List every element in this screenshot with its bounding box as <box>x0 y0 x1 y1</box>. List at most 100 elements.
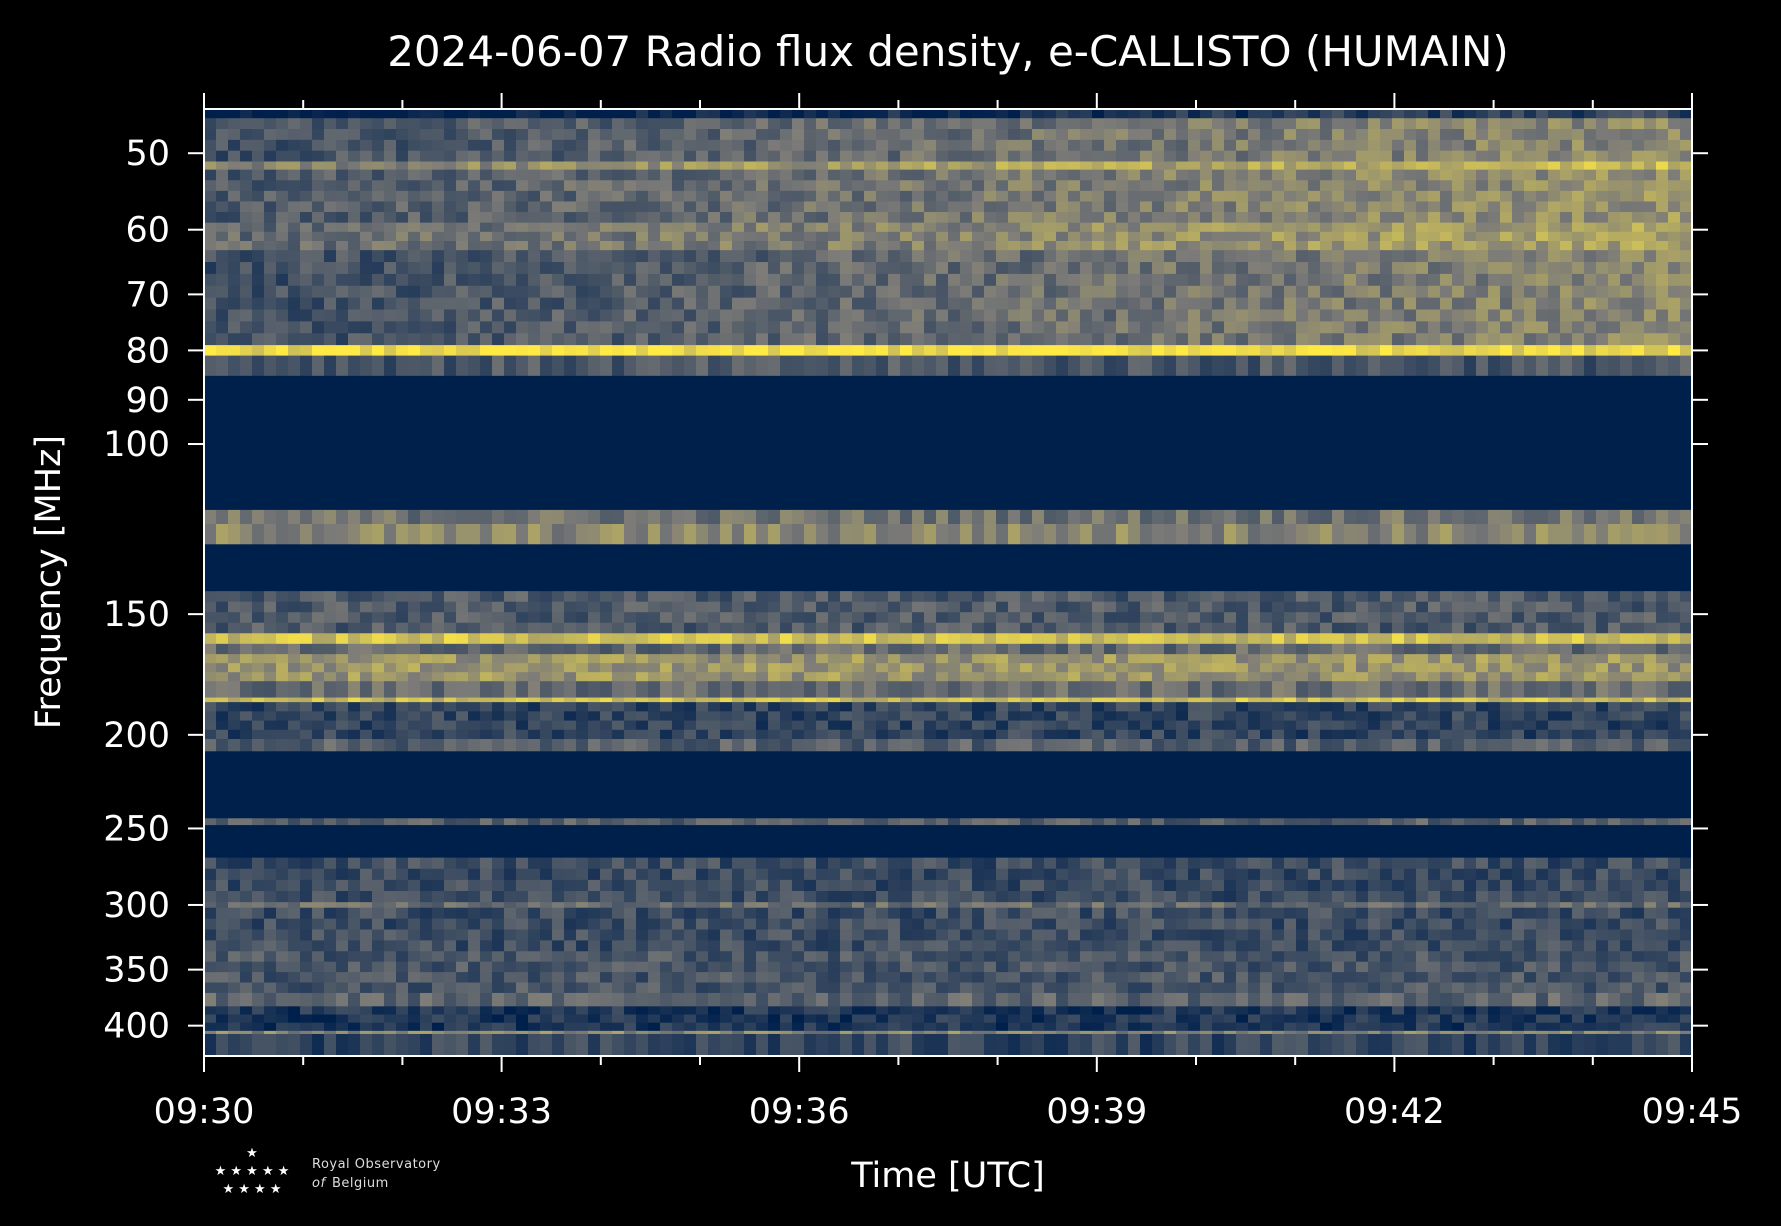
heatmap-cell <box>600 150 613 163</box>
heatmap-cell <box>576 273 589 287</box>
heatmap-cell <box>492 409 505 422</box>
heatmap-cell <box>336 273 349 287</box>
heatmap-cell <box>240 524 253 545</box>
heatmap-cell <box>1404 454 1417 466</box>
heatmap-cell <box>1596 129 1609 141</box>
heatmap-cell <box>1164 398 1177 410</box>
heatmap-cell <box>816 544 829 557</box>
heatmap-cell <box>576 190 589 203</box>
heatmap-cell <box>1284 544 1297 557</box>
heatmap-cell <box>1128 129 1141 141</box>
heatmap-cell <box>1188 285 1201 299</box>
heatmap-cell <box>480 442 493 455</box>
heatmap-cell <box>444 321 457 334</box>
heatmap-cell <box>1416 333 1429 346</box>
heatmap-cell <box>444 297 457 311</box>
heatmap-cell <box>852 169 865 181</box>
heatmap-cell <box>1344 180 1357 192</box>
heatmap-cell <box>1224 201 1237 213</box>
heatmap-cell <box>768 241 781 251</box>
heatmap-cell <box>432 161 445 171</box>
heatmap-cell <box>252 387 265 399</box>
heatmap-cell <box>1128 222 1141 233</box>
heatmap-cell <box>360 345 373 357</box>
heatmap-cell <box>1092 398 1105 410</box>
heatmap-cell <box>852 139 865 152</box>
heatmap-cell <box>624 321 637 334</box>
heatmap-cell <box>1140 321 1153 334</box>
heatmap-cell <box>264 180 277 192</box>
heatmap-cell <box>984 333 997 346</box>
heatmap-cell <box>264 509 277 525</box>
heatmap-cell <box>336 556 349 569</box>
heatmap-cell <box>960 420 973 433</box>
heatmap-cell <box>1092 556 1105 569</box>
heatmap-cell <box>288 409 301 422</box>
heatmap-cell <box>696 169 709 181</box>
heatmap-cell <box>1524 556 1537 569</box>
heatmap-cell <box>1476 345 1489 357</box>
heatmap-cell <box>1116 524 1129 545</box>
heatmap-cell <box>804 333 817 346</box>
heatmap-cell <box>1476 201 1489 213</box>
heatmap-cell <box>1320 556 1333 569</box>
heatmap-cell <box>432 454 445 466</box>
heatmap-cell <box>780 442 793 455</box>
heatmap-cell <box>1488 524 1501 545</box>
heatmap-cell <box>1536 420 1549 433</box>
heatmap-cell <box>756 222 769 233</box>
heatmap-cell <box>1512 345 1525 357</box>
heatmap-cell <box>984 212 997 224</box>
heatmap-cell <box>492 285 505 299</box>
heatmap-cell <box>984 321 997 334</box>
heatmap-cell <box>900 169 913 181</box>
heatmap-cell <box>1152 465 1165 477</box>
heatmap-cell <box>1164 180 1177 192</box>
heatmap-cell <box>684 476 697 489</box>
heatmap-cell <box>792 524 805 545</box>
heatmap-cell <box>1092 409 1105 422</box>
heatmap-cell <box>1416 262 1429 275</box>
heatmap-cell <box>1176 212 1189 224</box>
heatmap-cell <box>384 524 397 545</box>
heatmap-cell <box>252 109 265 119</box>
heatmap-cell <box>612 487 625 500</box>
heatmap-cell <box>936 345 949 357</box>
heatmap-cell <box>1116 262 1129 275</box>
heatmap-cell <box>600 297 613 311</box>
heatmap-cell <box>1260 442 1273 455</box>
heatmap-cell <box>1152 409 1165 422</box>
heatmap-cell <box>636 524 649 545</box>
heatmap-cell <box>1056 556 1069 569</box>
heatmap-cell <box>1608 139 1621 152</box>
heatmap-cell <box>1020 345 1033 357</box>
heatmap-cell <box>228 150 241 163</box>
heatmap-cell <box>636 309 649 322</box>
heatmap-cell <box>624 556 637 569</box>
heatmap-cell <box>216 398 229 410</box>
heatmap-cell <box>324 129 337 141</box>
heatmap-cell <box>1176 109 1189 119</box>
heatmap-cell <box>1296 139 1309 152</box>
heatmap-cell <box>1236 262 1249 275</box>
heatmap-cell <box>1488 398 1501 410</box>
heatmap-cell <box>1584 190 1597 203</box>
heatmap-cell <box>996 118 1009 130</box>
heatmap-cell <box>1488 409 1501 422</box>
heatmap-cell <box>204 345 217 357</box>
heatmap-cell <box>1284 454 1297 466</box>
heatmap-cell <box>564 498 577 511</box>
heatmap-cell <box>756 409 769 422</box>
heatmap-cell <box>1104 297 1117 311</box>
heatmap-cell <box>1524 169 1537 181</box>
heatmap-cell <box>468 375 481 388</box>
heatmap-cell <box>1164 297 1177 311</box>
heatmap-cell <box>252 231 265 242</box>
heatmap-cell <box>672 498 685 511</box>
heatmap-cell <box>408 431 421 444</box>
heatmap-cell <box>384 567 397 581</box>
heatmap-cell <box>1308 355 1321 377</box>
heatmap-cell <box>864 509 877 525</box>
heatmap-cell <box>648 309 661 322</box>
heatmap-cell <box>840 465 853 477</box>
